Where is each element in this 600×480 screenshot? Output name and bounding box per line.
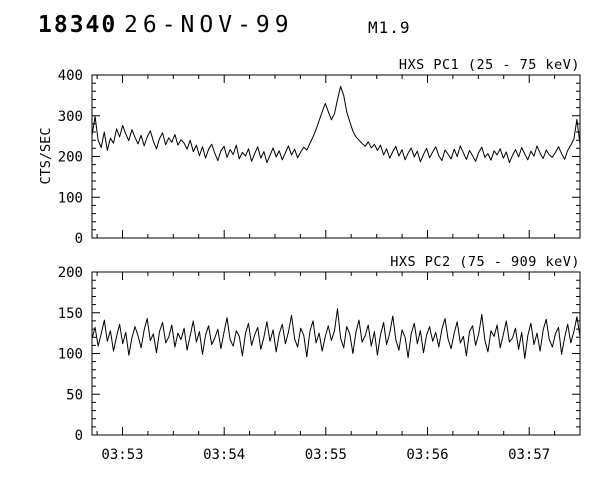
pc1-panel-title: HXS PC1 (25 - 75 keV) <box>398 57 580 73</box>
y-tick-label: 0 <box>75 428 83 444</box>
lightcurve-plots: 0 100 200 300 400 0 50 100 150 200 03:53 03:54 03:55… <box>58 68 581 463</box>
x-tick-label: 03:54 <box>203 447 245 463</box>
event-date: 26-NOV-99 <box>124 12 294 38</box>
y-tick-label: 200 <box>58 265 83 281</box>
y-tick-label: 50 <box>66 387 83 403</box>
flare-class: M1.9 <box>368 18 411 37</box>
y-tick-label: 100 <box>58 347 83 363</box>
pc1-panel: 0 100 200 300 400 <box>58 68 581 247</box>
x-tick-label: 03:53 <box>101 447 143 463</box>
y-tick-label: 0 <box>75 231 83 247</box>
axis-frame <box>91 74 581 239</box>
pc1-panel-trace <box>91 85 581 164</box>
x-tick-label: 03:55 <box>305 447 347 463</box>
axis-ticks <box>92 75 580 238</box>
pc2-panel-trace <box>91 308 581 359</box>
y-tick-label: 200 <box>58 150 83 166</box>
y-tick-label: 100 <box>58 190 83 206</box>
y-tick-label: 150 <box>58 306 83 322</box>
y-tick-label: 400 <box>58 68 83 84</box>
y-tick-label: 300 <box>58 109 83 125</box>
x-tick-label: 03:57 <box>508 447 550 463</box>
axis-ticks <box>92 272 580 435</box>
pc2-panel-title: HXS PC2 (75 - 909 keV) <box>390 254 580 270</box>
x-tick-label: 03:56 <box>406 447 448 463</box>
event-number: 18340 <box>38 12 118 38</box>
axis-frame <box>91 271 581 436</box>
pc2-panel: 0 50 100 150 200 03:53 03:54 03:55 03:56 03:57 <box>58 265 581 463</box>
